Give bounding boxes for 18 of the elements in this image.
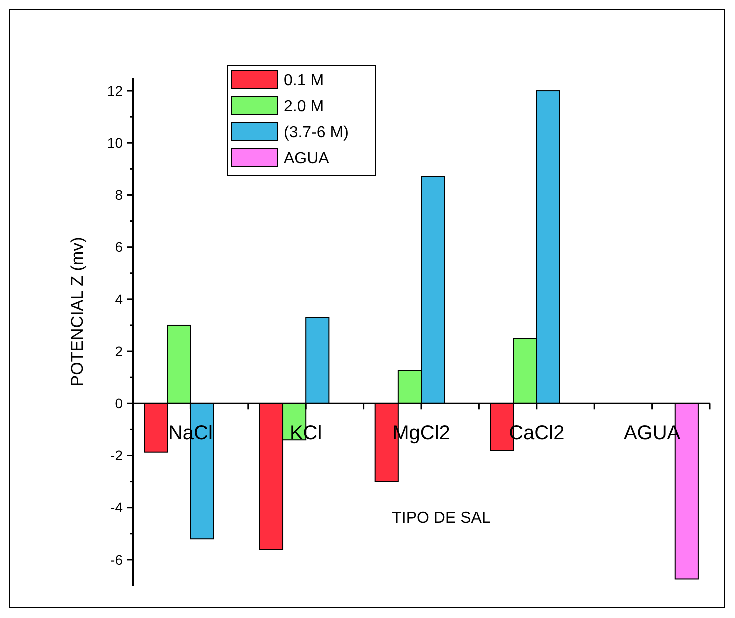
x-tick-label: NaCl — [168, 422, 213, 445]
y-tick-label: 8 — [115, 187, 124, 204]
x-tick-label: KCl — [290, 422, 322, 445]
y-tick-label: -2 — [110, 448, 124, 464]
y-axis-title: POTENCIAL Z (mv) — [68, 237, 87, 387]
y-tick-label: 4 — [115, 291, 124, 308]
y-tick-label: -4 — [110, 500, 124, 516]
y-tick-label: 0 — [115, 396, 124, 412]
legend-label: (3.7-6 M) — [284, 124, 349, 142]
x-axis-title: TIPO DE SAL — [392, 510, 491, 527]
legend-label: 0.1 M — [284, 72, 324, 90]
y-tick-label: 12 — [107, 82, 124, 99]
legend-label: 2.0 M — [284, 98, 324, 116]
y-tick-label: -6 — [110, 552, 124, 568]
y-tick-label: 6 — [115, 239, 124, 256]
legend-label: AGUA — [284, 150, 330, 168]
y-tick-label: 10 — [107, 135, 124, 152]
y-tick-label: 2 — [115, 343, 124, 360]
